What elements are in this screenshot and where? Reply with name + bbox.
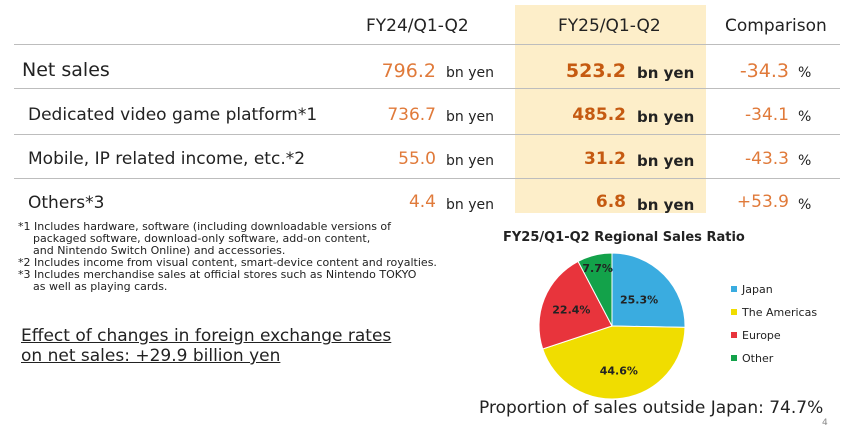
header-fy24: FY24/Q1-Q2 (366, 16, 469, 36)
legend-label-europe: Europe (742, 329, 781, 342)
dedicated-fy25-value: 485.2 (572, 105, 626, 125)
mobile-fy24-value: 55.0 (398, 149, 436, 169)
fx-effect-line-1: Effect of changes in foreign exchange ra… (21, 326, 392, 346)
page-number: 4 (822, 418, 828, 428)
dedicated-fy24-value: 736.7 (387, 105, 436, 125)
row-label-net-sales: Net sales (22, 59, 110, 81)
proportion-outside-japan: Proportion of sales outside Japan: 74.7% (479, 398, 824, 418)
legend-item-the-americas: The Americas (731, 306, 817, 319)
divider-row-3 (14, 178, 840, 179)
row-label-dedicated-platform: Dedicated video game platform*1 (28, 105, 318, 125)
footnote-3-line-1: *3 Includes merchandise sales at officia… (18, 268, 417, 281)
net-sales-fy24-value: 796.2 (381, 60, 436, 82)
net-sales-fy25-unit: bn yen (637, 64, 695, 82)
legend-swatch-japan (731, 286, 737, 292)
pie-chart-title: FY25/Q1-Q2 Regional Sales Ratio (503, 230, 745, 245)
mobile-percent: % (798, 153, 812, 169)
row-label-others: Others*3 (28, 193, 105, 213)
mobile-comparison: -43.3 (745, 149, 789, 169)
header-comparison: Comparison (725, 16, 827, 36)
net-sales-fy24-unit: bn yen (446, 65, 494, 81)
pie-slice-the-americas (542, 325, 686, 400)
pie-label-the-americas: 44.6% (600, 365, 638, 378)
legend-label-the-americas: The Americas (742, 306, 818, 319)
footnote-3-line-2: as well as playing cards. (33, 280, 168, 293)
others-fy25-value: 6.8 (595, 192, 626, 212)
legend-item-other: Other (731, 352, 773, 365)
pie-slice-other (577, 252, 613, 327)
dedicated-fy25-unit: bn yen (637, 108, 695, 126)
net-sales-fy25-value: 523.2 (565, 60, 626, 82)
footnote-2: *2 Includes income from visual content, … (18, 256, 437, 269)
dedicated-comparison: -34.1 (745, 105, 789, 125)
pie-label-japan: 25.3% (620, 293, 658, 306)
dedicated-percent: % (798, 109, 812, 125)
fx-effect-note: Effect of changes in foreign exchange ra… (21, 326, 391, 366)
divider-row-2 (14, 134, 840, 135)
mobile-fy25-value: 31.2 (584, 149, 626, 169)
mobile-fy25-unit: bn yen (637, 152, 695, 170)
pie-slice-europe (538, 260, 613, 350)
legend-label-other: Other (742, 352, 774, 365)
divider-header (14, 44, 840, 45)
row-label-mobile-ip: Mobile, IP related income, etc.*2 (28, 149, 306, 169)
legend-swatch-the-americas (731, 309, 737, 315)
legend-item-japan: Japan (731, 283, 773, 296)
pie-label-europe: 22.4% (552, 304, 590, 317)
net-sales-comparison: -34.3 (739, 60, 789, 82)
legend-swatch-europe (731, 332, 737, 338)
footnotes: *1 Includes hardware, software (includin… (18, 221, 437, 293)
net-sales-percent: % (798, 65, 812, 81)
footnote-1-line-2: packaged software, download-only softwar… (33, 232, 371, 245)
footnote-1-line-3: and Nintendo Switch Online) and accessor… (33, 244, 286, 257)
others-percent: % (798, 197, 812, 213)
divider-row-1 (14, 88, 840, 89)
others-fy24-unit: bn yen (446, 197, 494, 213)
pie-slice-japan (611, 252, 686, 328)
mobile-fy24-unit: bn yen (446, 153, 494, 169)
pie-label-other: 7.7% (582, 262, 613, 275)
footnote-1-line-1: *1 Includes hardware, software (includin… (18, 220, 392, 233)
legend-label-japan: Japan (742, 283, 773, 296)
dedicated-fy24-unit: bn yen (446, 109, 494, 125)
header-fy25: FY25/Q1-Q2 (558, 16, 661, 36)
regional-sales-pie-chart: 25.3% 44.6% 22.4% 7.7% (538, 252, 686, 400)
legend-swatch-other (731, 355, 737, 361)
others-fy24-value: 4.4 (408, 192, 436, 212)
fx-effect-line-2: on net sales: +29.9 billion yen (21, 346, 281, 366)
legend-item-europe: Europe (731, 329, 781, 342)
others-fy25-unit: bn yen (637, 196, 695, 214)
others-comparison: +53.9 (736, 192, 789, 212)
